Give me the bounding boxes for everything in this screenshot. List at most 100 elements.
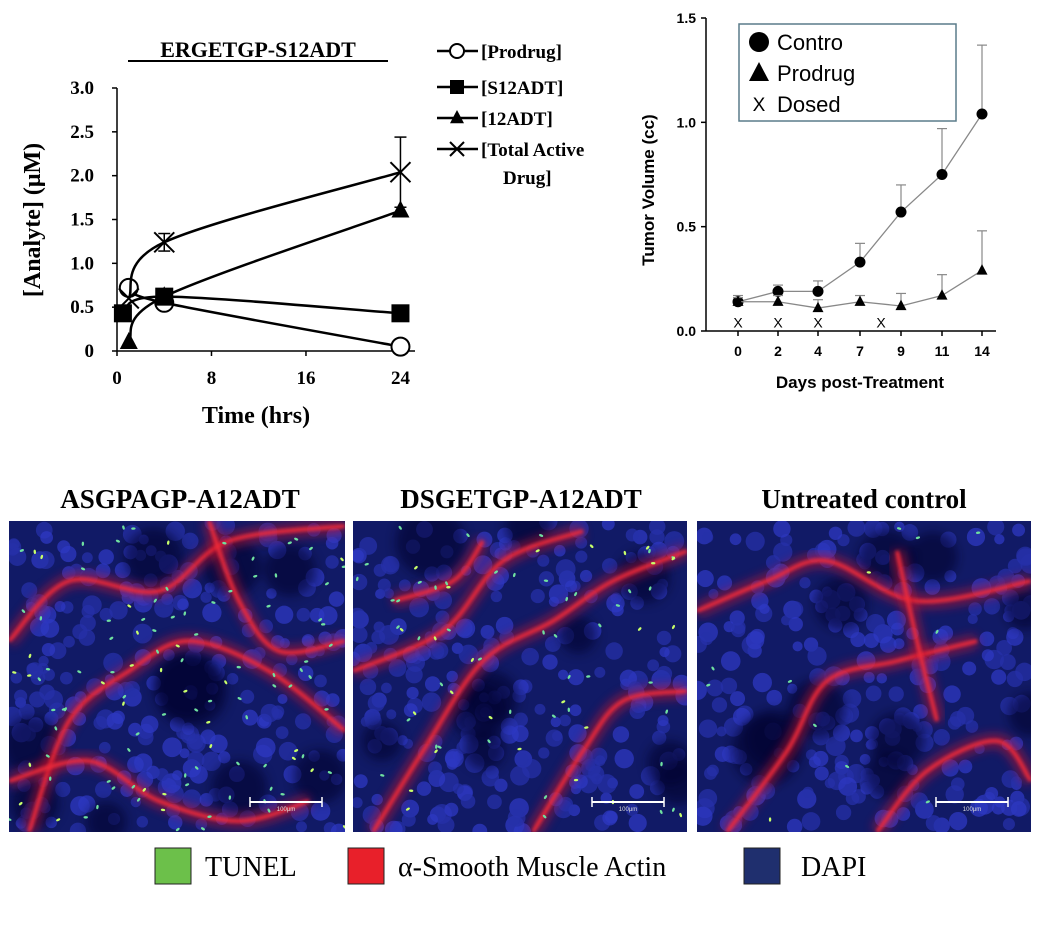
legend-label: Dosed: [777, 92, 841, 117]
nucleus: [9, 547, 27, 566]
tunel-dot: [269, 786, 273, 791]
tunel-dot: [228, 589, 233, 593]
tunel-dot: [100, 681, 105, 685]
tunel-dot: [437, 745, 442, 749]
tunel-dot: [54, 726, 58, 731]
nucleus: [29, 691, 46, 708]
nucleus: [745, 631, 765, 650]
nucleus: [901, 524, 919, 541]
nucleus: [373, 621, 385, 633]
tunel-dot: [598, 623, 602, 628]
nucleus: [835, 804, 852, 821]
nucleus: [511, 725, 529, 743]
nucleus: [553, 544, 566, 557]
tunel-dot: [542, 630, 545, 635]
x-tick-label: 0: [112, 368, 122, 389]
nucleus: [513, 712, 528, 727]
nucleus: [886, 610, 906, 630]
nucleus: [98, 549, 114, 565]
nucleus: [649, 529, 665, 545]
tunel-dot: [170, 615, 175, 619]
nucleus: [814, 766, 829, 781]
nucleus: [10, 671, 23, 684]
nucleus: [585, 761, 596, 772]
x-tick-label: 9: [897, 343, 905, 359]
series-line: [127, 209, 401, 343]
tunel-dot: [553, 634, 558, 638]
data-point: [976, 108, 988, 120]
tunel-dot: [327, 771, 332, 774]
nucleus: [124, 681, 140, 697]
nucleus: [1002, 818, 1015, 831]
scale-bar-label: 100μm: [963, 807, 981, 813]
nucleus: [550, 716, 562, 728]
nucleus: [401, 799, 420, 818]
nucleus: [40, 531, 54, 544]
tunel-dot: [679, 812, 683, 818]
tunel-dot: [137, 797, 141, 802]
tunel-dot: [272, 672, 276, 678]
nucleus: [567, 669, 585, 686]
tunel-dot: [141, 618, 146, 621]
nucleus: [799, 577, 811, 589]
panel-content: [9, 521, 345, 832]
nucleus: [716, 726, 727, 737]
actin-fiber: [353, 529, 584, 673]
legend-label: [S12ADT]: [481, 78, 563, 99]
tunel-dot: [267, 808, 271, 813]
tunel-dot: [543, 795, 548, 800]
nucleus: [594, 666, 606, 678]
legend-marker: [450, 80, 464, 94]
nucleus: [555, 559, 576, 580]
sma-swatch: [347, 847, 385, 885]
nucleus: [427, 814, 439, 825]
data-point: [936, 169, 948, 180]
nucleus: [537, 554, 550, 567]
nucleus: [792, 641, 803, 652]
legend: Contro Prodrug X Dosed: [738, 23, 957, 122]
tunel-dot: [175, 644, 180, 648]
tunel-dot: [446, 628, 451, 632]
tunel-dot: [648, 586, 652, 591]
nucleus: [605, 642, 623, 660]
tunel-dot: [711, 666, 715, 671]
nucleus: [545, 729, 563, 747]
y-ticks: 0.0 0.5 1.0 1.5: [677, 10, 706, 339]
nucleus: [460, 794, 476, 809]
nucleus: [69, 822, 87, 832]
dark-region: [1004, 588, 1031, 630]
tunel-dot: [183, 611, 187, 616]
tunel-dot: [509, 709, 512, 714]
nucleus: [962, 661, 977, 676]
nucleus: [405, 666, 423, 684]
actin-fiber: [895, 550, 939, 722]
legend-label: Prodrug: [777, 61, 855, 86]
x-tick-label: 24: [391, 368, 411, 389]
tunel-dot: [845, 764, 850, 769]
data-point: [119, 331, 138, 349]
nucleus: [548, 584, 569, 604]
nucleus: [515, 753, 529, 766]
nucleus: [177, 598, 189, 611]
tunel-dot: [136, 630, 139, 635]
nucleus: [802, 786, 814, 799]
nucleus: [140, 715, 159, 734]
stain-legend: TUNEL α-Smooth Muscle Actin DAPI: [154, 847, 866, 885]
tunel-dot: [206, 720, 211, 724]
data-point: X: [733, 315, 743, 331]
tunel-dot: [152, 629, 157, 632]
nucleus: [711, 697, 728, 713]
nucleus: [72, 624, 88, 640]
tunel-dot: [222, 541, 227, 545]
series-line: [737, 113, 983, 303]
tunel-dot: [318, 618, 323, 622]
nucleus: [730, 691, 746, 707]
series-group: X X X X: [732, 44, 988, 331]
tunel-dot: [567, 674, 571, 679]
nucleus: [14, 689, 28, 703]
nucleus: [863, 671, 875, 683]
tunel-dot: [628, 589, 632, 594]
nucleus: [702, 531, 714, 543]
micrograph-panel-1: 100μm: [9, 521, 345, 832]
tunel-dot: [466, 533, 470, 538]
